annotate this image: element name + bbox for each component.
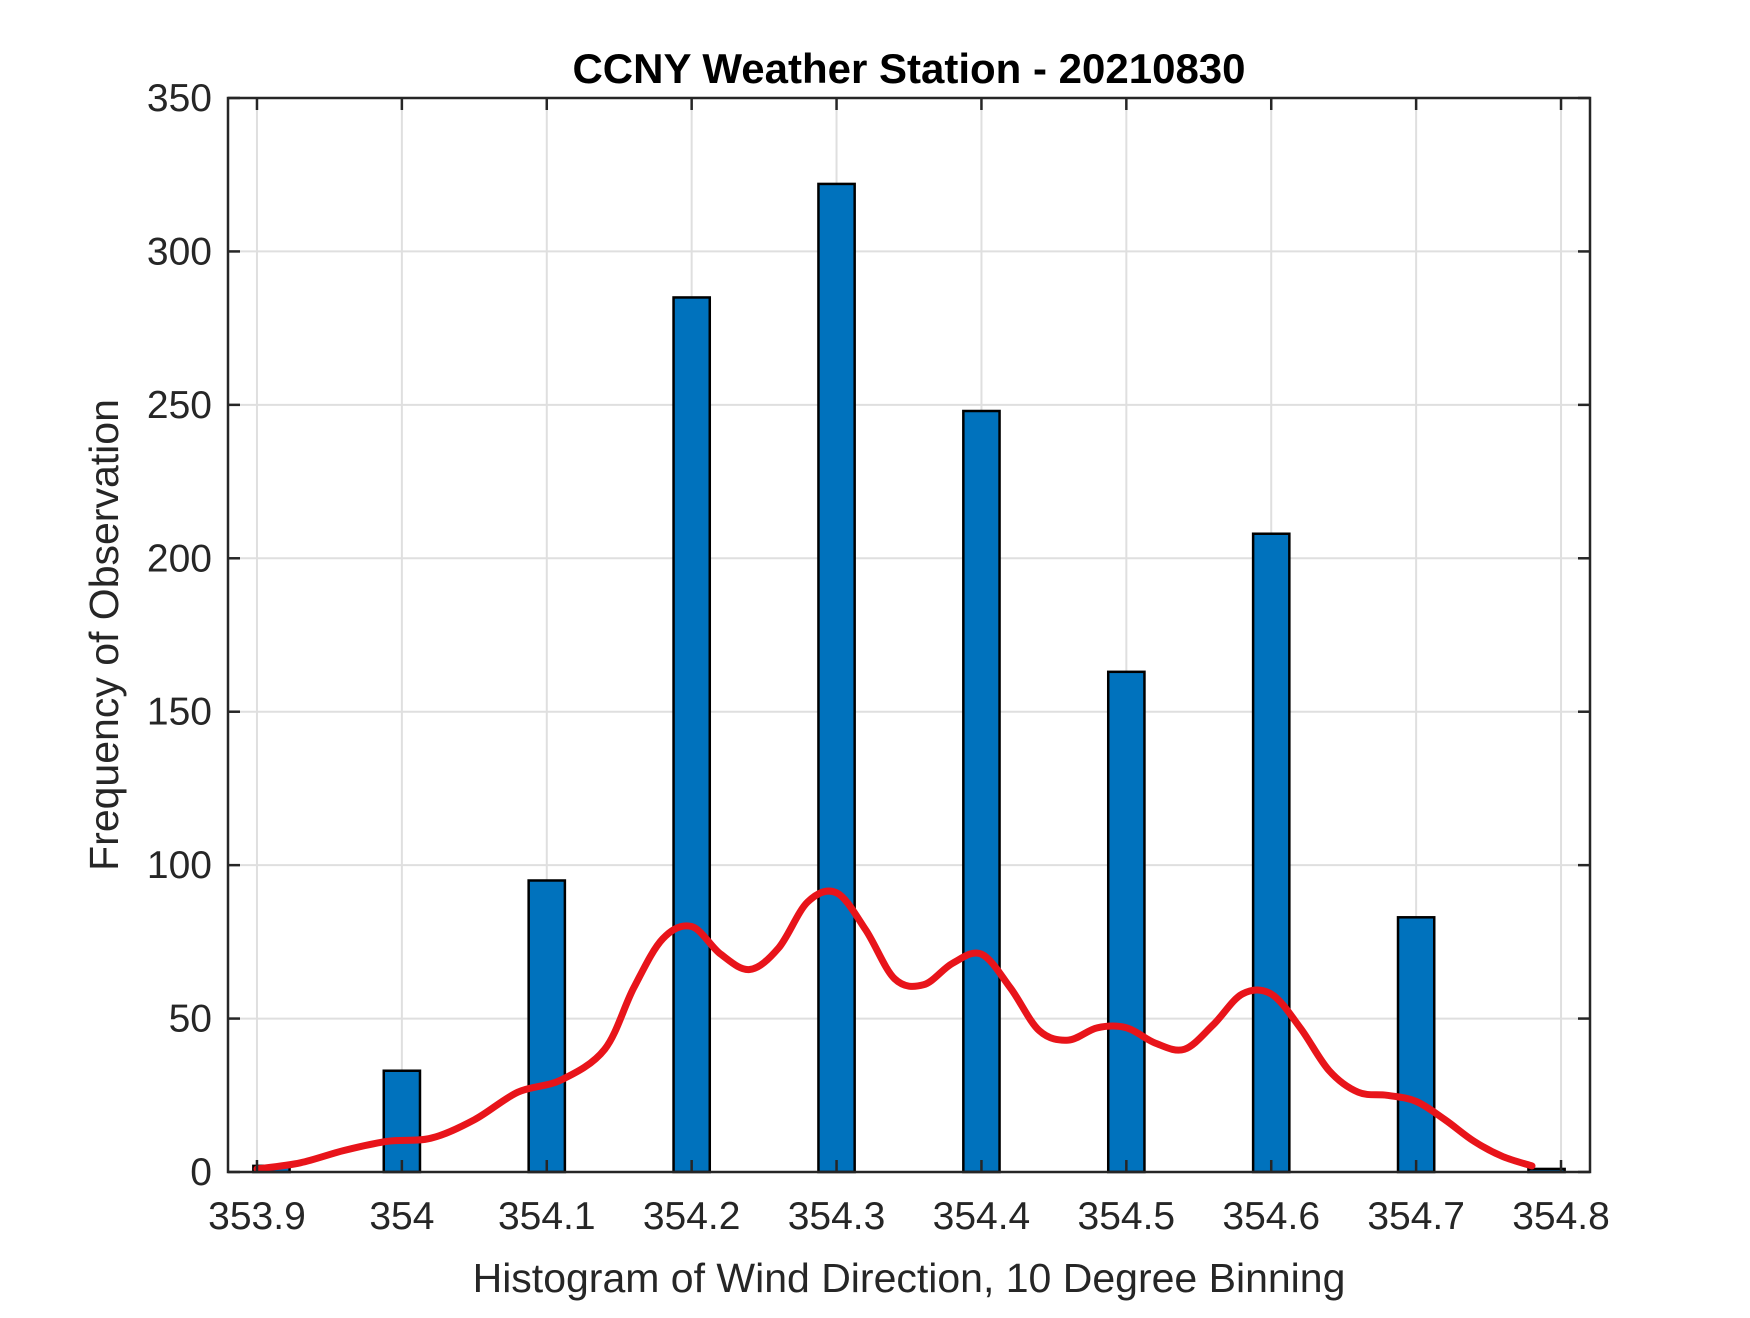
bar (1106, 670, 1146, 1174)
y-tick-label: 250 (147, 384, 212, 427)
bar (962, 409, 1001, 1174)
y-tick-label: 350 (147, 77, 212, 120)
y-tick-label: 0 (190, 1151, 212, 1194)
y-axis-title: Frequency of Observation (81, 399, 127, 871)
x-tick-label: 354 (369, 1195, 434, 1238)
bar (527, 879, 567, 1174)
y-tick-label: 200 (147, 537, 212, 580)
y-tick-label: 150 (147, 691, 212, 734)
bar (382, 1069, 422, 1174)
axes-box (226, 96, 1592, 1174)
x-tick-label: 354.2 (643, 1195, 741, 1238)
tick-labels: 353.9 354 354.1 354.2 354.3 354.4 354.5 354.6 35… (147, 77, 1610, 1238)
plot-area (228, 98, 1590, 1172)
x-tick-label: 354.4 (933, 1195, 1031, 1238)
x-tick-label: 354.6 (1222, 1195, 1320, 1238)
y-tick-label: 50 (169, 998, 212, 1041)
x-tick-label: 354.7 (1367, 1195, 1465, 1238)
y-tick-label: 100 (147, 844, 212, 887)
x-axis-title: Histogram of Wind Direction, 10 Degree B… (473, 1255, 1346, 1301)
fit-curve (253, 887, 1536, 1173)
x-tick-label: 354.5 (1078, 1195, 1176, 1238)
density-curve (253, 887, 1536, 1173)
chart-title: CCNY Weather Station - 20210830 (572, 45, 1245, 92)
bar (1396, 916, 1436, 1174)
ticks (228, 96, 1590, 1174)
bar (1251, 532, 1291, 1174)
x-tick-label: 354.8 (1512, 1195, 1610, 1238)
x-tick-label: 354.3 (788, 1195, 886, 1238)
x-tick-label: 353.9 (208, 1195, 306, 1238)
bar (672, 296, 712, 1174)
x-tick-label: 354.1 (498, 1195, 596, 1238)
bar (817, 182, 856, 1174)
bars (252, 182, 1566, 1174)
y-tick-label: 300 (147, 230, 212, 273)
